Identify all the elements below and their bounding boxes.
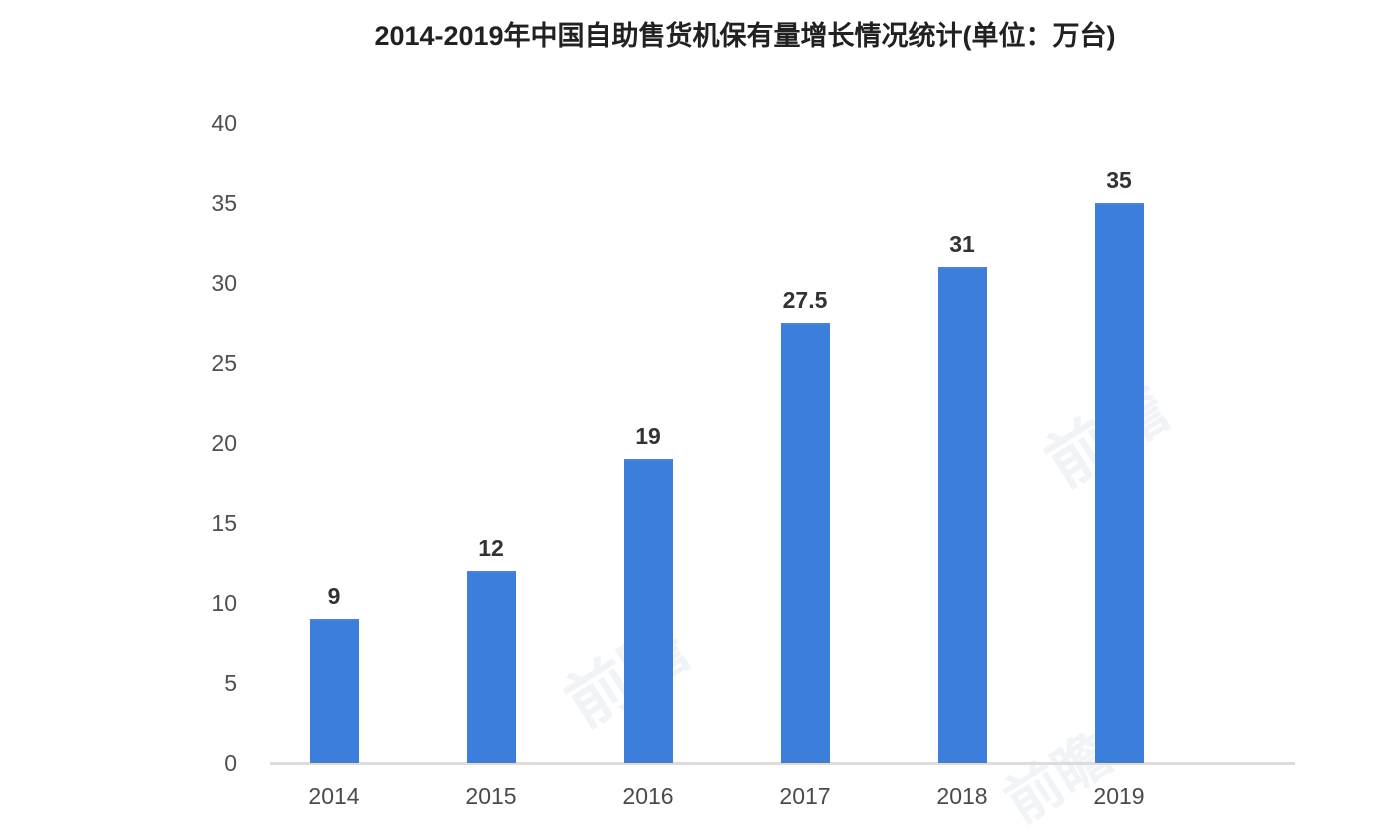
bar-value-label: 9: [327, 583, 341, 609]
bar-value-label: 27.5: [782, 287, 828, 313]
y-axis-tick-label: 5: [224, 670, 237, 696]
bar-value-label: 12: [478, 535, 504, 561]
y-axis-tick-label: 35: [211, 190, 237, 216]
bar: [466, 571, 516, 763]
x-axis-baseline: [270, 762, 1295, 765]
x-axis-category-label: 2016: [622, 783, 674, 809]
y-axis-tick-label: 30: [211, 270, 237, 296]
bar-value-label: 35: [1106, 167, 1132, 193]
bar: [780, 323, 830, 763]
y-axis-tick-label: 40: [211, 110, 237, 136]
y-axis-tick-label: 25: [211, 350, 237, 376]
x-axis-category-label: 2019: [1093, 783, 1145, 809]
bar: [937, 267, 987, 763]
x-axis-category-label: 2018: [936, 783, 988, 809]
bar: [623, 459, 673, 763]
bar: [309, 619, 359, 763]
y-axis-tick-label: 10: [211, 590, 237, 616]
bar-value-label: 31: [949, 231, 975, 257]
y-axis-tick-label: 0: [224, 750, 237, 776]
bar: [1094, 203, 1144, 763]
x-axis-category-label: 2015: [465, 783, 517, 809]
x-axis-category-label: 2014: [308, 783, 360, 809]
y-axis-tick-label: 15: [211, 510, 237, 536]
chart-title: 2014-2019年中国自助售货机保有量增长情况统计(单位：万台): [374, 21, 1116, 51]
y-axis-tick-label: 20: [211, 430, 237, 456]
x-axis-category-label: 2017: [779, 783, 831, 809]
bar-value-label: 19: [635, 423, 661, 449]
